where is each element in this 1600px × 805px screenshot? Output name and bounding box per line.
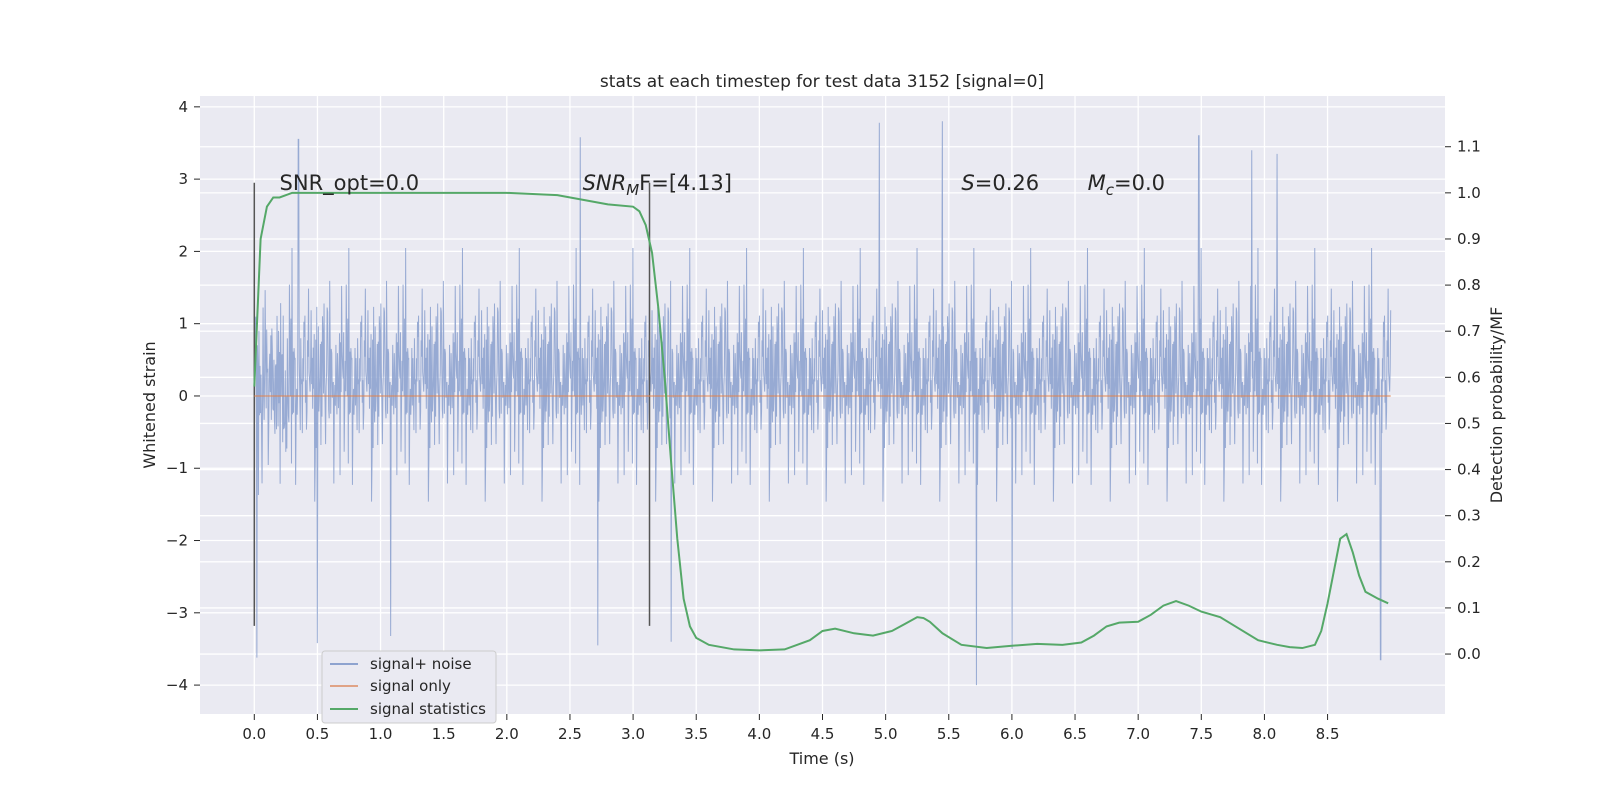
chart-title: stats at each timestep for test data 315… <box>600 72 1044 92</box>
x-tick-label: 0.0 <box>242 725 266 743</box>
y2-tick-label: 0.5 <box>1457 414 1481 432</box>
y-tick-label: −3 <box>166 604 188 622</box>
y-axis-ticks: 4 3 2 1 0 −1 −2 −3 −4 <box>166 98 200 694</box>
x-tick-label: 4.5 <box>811 725 835 743</box>
signal-statistics-series <box>253 191 1389 652</box>
signal-noise-line <box>253 121 1392 686</box>
y-axis-label: Whitened strain <box>140 341 159 468</box>
y2-tick-label: 0.0 <box>1457 645 1481 663</box>
x-tick-label: 5.0 <box>874 725 898 743</box>
x-tick-label: 1.0 <box>369 725 393 743</box>
annotation-1: SNRMF=[4.13] <box>583 171 732 199</box>
x-axis-ticks: 0.0 0.5 1.0 1.5 2.0 2.5 3.0 3.5 4.0 4.5 5.0 5.5 6.0 6… <box>242 714 1340 743</box>
y-tick-label: 4 <box>178 98 188 116</box>
y-tick-label: 2 <box>178 242 188 260</box>
y2-tick-label: 0.7 <box>1457 322 1481 340</box>
annotation-0: SNR_opt=0.0 <box>280 171 420 196</box>
signal-statistics-line <box>253 191 1389 652</box>
annotations: SNR_opt=0.0 SNRMF=[4.13] S=0.26 Mc=0.0 <box>280 171 1165 199</box>
y2-tick-label: 0.2 <box>1457 553 1481 571</box>
x-tick-label: 3.5 <box>684 725 708 743</box>
x-tick-label: 5.5 <box>937 725 961 743</box>
vertical-markers <box>253 182 651 626</box>
x-tick-label: 7.5 <box>1189 725 1213 743</box>
y-tick-label: −2 <box>166 532 188 550</box>
y2-tick-label: 0.6 <box>1457 368 1481 386</box>
y2-tick-label: 0.9 <box>1457 230 1481 248</box>
x-tick-label: 6.0 <box>1000 725 1024 743</box>
legend-box <box>321 650 497 724</box>
y2-tick-label: 1.1 <box>1457 138 1481 156</box>
y2-tick-label: 0.8 <box>1457 276 1481 294</box>
signal-noise-series <box>253 121 1392 686</box>
x-tick-label: 0.5 <box>305 725 329 743</box>
x-axis-label: Time (s) <box>788 749 854 768</box>
x-tick-label: 7.0 <box>1126 725 1150 743</box>
y-tick-label: 3 <box>178 170 188 188</box>
y2-tick-label: 0.4 <box>1457 461 1481 479</box>
y2-tick-label: 0.3 <box>1457 507 1481 525</box>
x-tick-label: 2.0 <box>495 725 519 743</box>
x-tick-label: 1.5 <box>432 725 456 743</box>
x-tick-label: 3.0 <box>621 725 645 743</box>
legend: signal+ noise signal only signal statist… <box>321 650 497 724</box>
legend-label-signal: signal only <box>370 677 451 695</box>
legend-label-noise: signal+ noise <box>370 655 472 673</box>
x-tick-label: 8.5 <box>1316 725 1340 743</box>
y2-tick-label: 0.1 <box>1457 599 1481 617</box>
y2-axis-label: Detection probability/MF <box>1487 307 1506 504</box>
y-tick-label: −4 <box>166 676 188 694</box>
annotation-3: Mc=0.0 <box>1088 171 1165 199</box>
annotation-2: S=0.26 <box>961 171 1039 195</box>
y2-tick-label: 1.0 <box>1457 184 1481 202</box>
x-tick-label: 6.5 <box>1063 725 1087 743</box>
y2-axis-ticks: 1.1 1.0 0.9 0.8 0.7 0.6 0.5 0.4 0.3 0.2 0.1 0.0 <box>1445 138 1481 663</box>
y-tick-label: −1 <box>166 459 188 477</box>
legend-label-stats: signal statistics <box>370 700 486 718</box>
x-tick-label: 2.5 <box>558 725 582 743</box>
y-tick-label: 1 <box>178 315 188 333</box>
x-tick-label: 8.0 <box>1253 725 1277 743</box>
x-tick-label: 4.0 <box>747 725 771 743</box>
y-tick-label: 0 <box>178 387 188 405</box>
